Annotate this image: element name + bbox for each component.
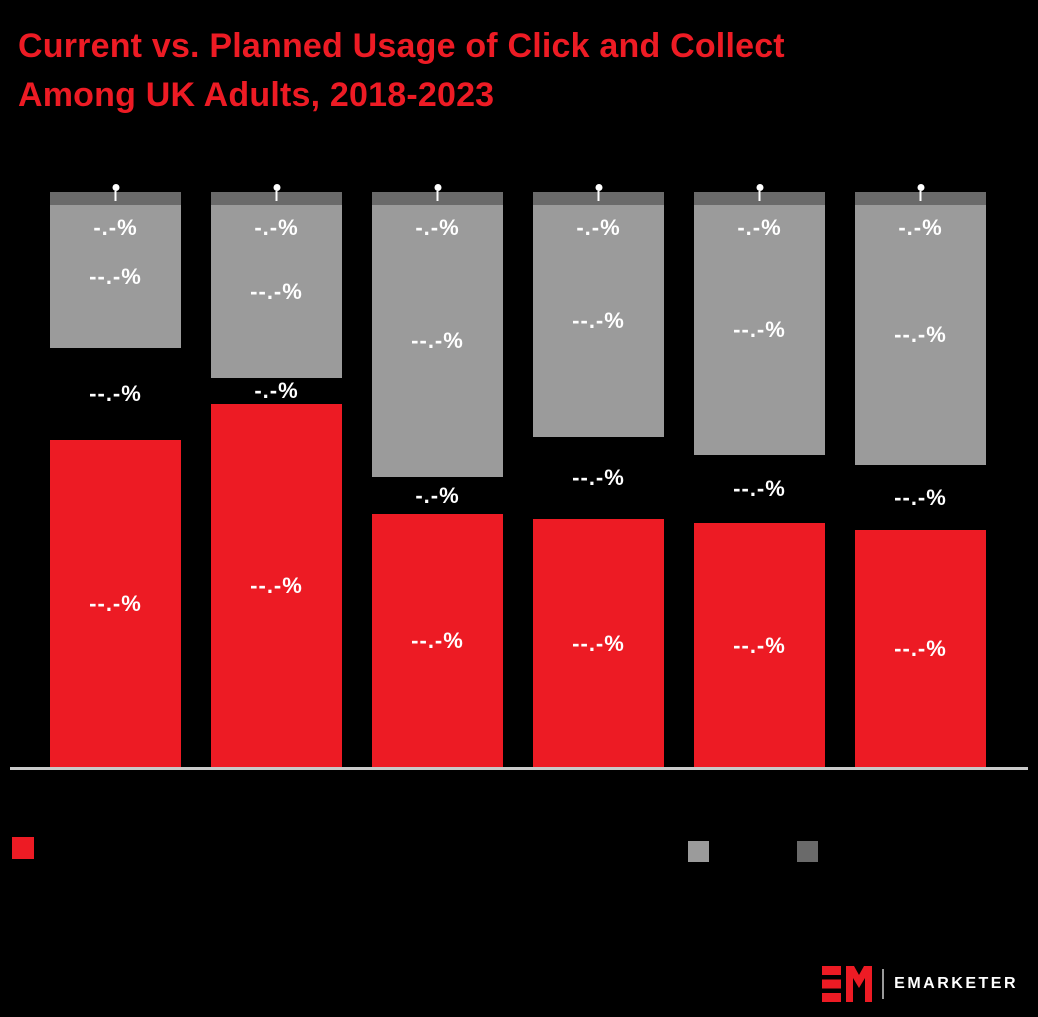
- segment-black: --.-%: [855, 465, 986, 530]
- segment-red: --.-%: [694, 523, 825, 768]
- segment-gray: -.-% --.-%: [533, 205, 664, 437]
- bar-value-label: -.-%: [898, 215, 943, 240]
- segment-dark-gray: [50, 184, 181, 205]
- legend-swatch-dark-gray: [797, 841, 818, 862]
- segment-dark-gray: [211, 184, 342, 205]
- segment-black: --.-%: [50, 348, 181, 440]
- bar-column-3: -.-% --.-% -.-% --.-%: [372, 184, 503, 768]
- segment-dark-gray: [855, 184, 986, 205]
- bar-value-label: --.-%: [411, 628, 464, 653]
- chart-title: Current vs. Planned Usage of Click and C…: [18, 22, 785, 120]
- chart-title-line-2: Among UK Adults, 2018-2023: [18, 76, 495, 114]
- bar-value-label: --.-%: [894, 484, 947, 510]
- bar-value-label: --.-%: [250, 573, 303, 598]
- pin-marker-icon: [595, 184, 602, 201]
- pin-marker-icon: [434, 184, 441, 201]
- segment-red: --.-%: [533, 519, 664, 768]
- pin-marker-icon: [756, 184, 763, 201]
- segment-dark-gray: [533, 184, 664, 205]
- chart-area: -.-% --.-% --.-% --.-% -.-% --.-% -.-% --.-% -.-…: [50, 184, 986, 768]
- bar-column-4: -.-% --.-% --.-% --.-%: [533, 184, 664, 768]
- chart-title-line-1: Current vs. Planned Usage of Click and C…: [18, 27, 785, 65]
- segment-red: --.-%: [855, 530, 986, 768]
- segment-red: --.-%: [372, 514, 503, 768]
- segment-black: -.-%: [211, 378, 342, 404]
- bar-value-label: --.-%: [894, 636, 947, 661]
- segment-black: --.-%: [694, 455, 825, 523]
- bar-value-label: -.-%: [254, 215, 299, 240]
- segment-black: -.-%: [372, 477, 503, 514]
- emarketer-logo: EMARKETER: [822, 964, 1018, 1004]
- bar-value-label: --.-%: [894, 322, 947, 347]
- bar-value-label: --.-%: [411, 328, 464, 353]
- bar-column-5: -.-% --.-% --.-% --.-%: [694, 184, 825, 768]
- segment-gray: -.-% --.-%: [855, 205, 986, 465]
- segment-red: --.-%: [50, 440, 181, 768]
- bar-value-label: --.-%: [89, 591, 142, 616]
- bar-value-label: --.-%: [733, 476, 786, 501]
- bar-value-label: --.-%: [250, 278, 303, 304]
- bar-value-label: -.-%: [415, 482, 460, 508]
- segment-gray: -.-% --.-%: [694, 205, 825, 455]
- bar-value-label: -.-%: [93, 215, 138, 240]
- pin-marker-icon: [112, 184, 119, 201]
- bar-value-label: -.-%: [737, 215, 782, 240]
- bar-value-label: --.-%: [89, 263, 142, 289]
- bar-value-label: -.-%: [415, 215, 460, 240]
- bar-value-label: --.-%: [572, 630, 625, 656]
- logo-divider: [882, 969, 885, 999]
- segment-dark-gray: [694, 184, 825, 205]
- pin-marker-icon: [273, 184, 280, 201]
- emarketer-wordmark: EMARKETER: [894, 975, 1018, 992]
- bar-column-2: -.-% --.-% -.-% --.-%: [211, 184, 342, 768]
- bar-value-label: --.-%: [89, 381, 142, 406]
- bar-column-1: -.-% --.-% --.-% --.-%: [50, 184, 181, 768]
- legend-swatch-gray: [688, 841, 709, 862]
- pin-marker-icon: [917, 184, 924, 201]
- bar-column-6: -.-% --.-% --.-% --.-%: [855, 184, 986, 768]
- emarketer-monogram-icon: [822, 966, 873, 1002]
- bar-value-label: -.-%: [254, 378, 299, 403]
- segment-gray: -.-% --.-%: [372, 205, 503, 477]
- bar-value-label: --.-%: [733, 632, 786, 658]
- x-axis-line: [10, 767, 1028, 770]
- legend-swatch-red: [12, 837, 34, 859]
- segment-red: --.-%: [211, 404, 342, 768]
- bar-value-label: -.-%: [576, 215, 621, 240]
- segment-gray: -.-% --.-%: [50, 205, 181, 348]
- bar-value-label: --.-%: [733, 317, 786, 342]
- segment-dark-gray: [372, 184, 503, 205]
- segment-gray: -.-% --.-%: [211, 205, 342, 378]
- bar-value-label: --.-%: [572, 465, 625, 490]
- bar-value-label: --.-%: [572, 308, 625, 333]
- segment-black: --.-%: [533, 437, 664, 519]
